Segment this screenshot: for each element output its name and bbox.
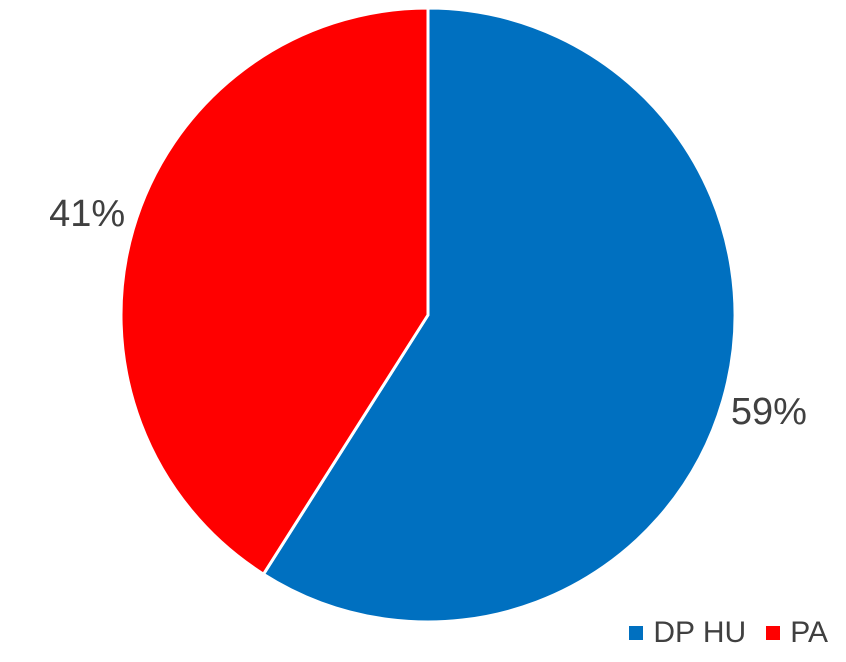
pie-slice-pa bbox=[119, 6, 430, 576]
data-label-pa: 41% bbox=[49, 193, 125, 235]
pie-slice-dp-hu bbox=[262, 6, 737, 624]
legend-swatch-pa bbox=[766, 626, 781, 640]
legend-label-dp-hu: DP HU bbox=[653, 616, 747, 649]
legend-item-dp-hu: DP HU bbox=[629, 616, 746, 650]
chart-legend: DP HU PA bbox=[629, 616, 828, 650]
legend-label-pa: PA bbox=[790, 616, 828, 649]
pie-data-labels: 59% 41% bbox=[49, 193, 807, 433]
data-label-dp-hu: 59% bbox=[731, 391, 807, 433]
pie-slices bbox=[119, 6, 737, 624]
legend-item-pa: PA bbox=[766, 616, 828, 650]
legend-swatch-dp-hu bbox=[629, 626, 644, 640]
